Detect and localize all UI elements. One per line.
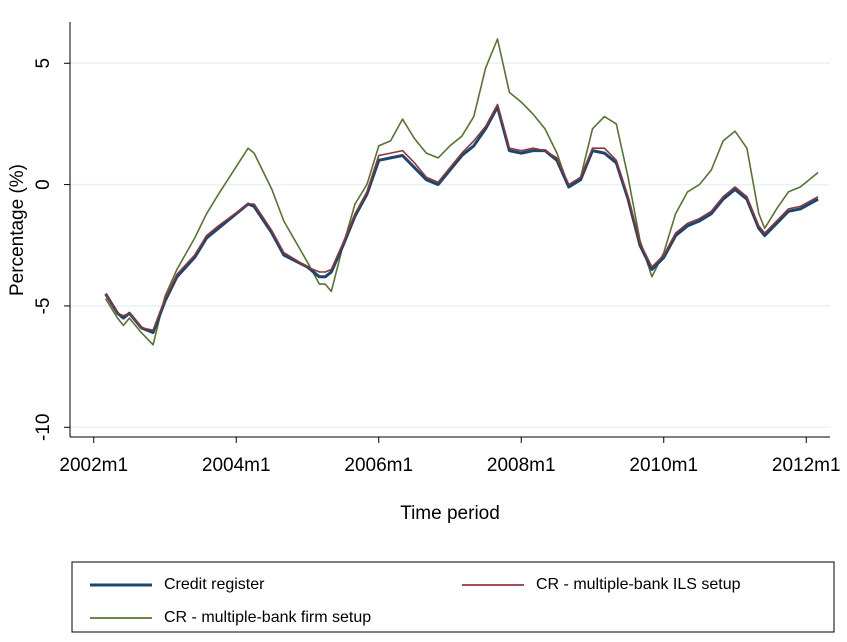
y-tick-label: 0 [33, 179, 54, 190]
y-tick-label: 5 [33, 58, 54, 69]
legend-label: CR - multiple-bank firm setup [164, 609, 371, 626]
x-tick-label: 2002m1 [59, 455, 128, 476]
series-line [104, 103, 819, 331]
x-tick-label: 2010m1 [629, 455, 698, 476]
x-tick-label: 2008m1 [487, 455, 556, 476]
y-axis-label: Percentage (%) [7, 164, 28, 296]
legend-label: Credit register [164, 576, 265, 593]
legend-label: CR - multiple-bank ILS setup [536, 576, 741, 593]
series-line [104, 105, 819, 335]
y-tick-label: -10 [33, 414, 54, 441]
series-line [104, 38, 819, 346]
y-tick-label: -5 [33, 297, 54, 314]
legend-box [71, 561, 835, 633]
x-tick-label: 2012m1 [772, 455, 841, 476]
x-tick-label: 2004m1 [202, 455, 271, 476]
x-axis-label: Time period [400, 503, 500, 524]
x-tick-label: 2006m1 [344, 455, 413, 476]
